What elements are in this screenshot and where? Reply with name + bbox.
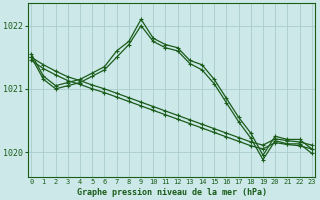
- X-axis label: Graphe pression niveau de la mer (hPa): Graphe pression niveau de la mer (hPa): [76, 188, 267, 197]
